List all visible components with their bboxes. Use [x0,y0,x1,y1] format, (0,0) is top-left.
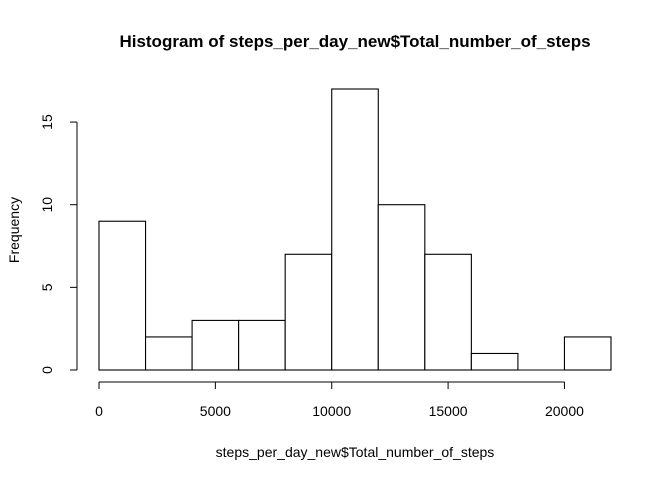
x-axis: 0 5000 10000 15000 20000 [95,381,584,419]
x-tick-label: 10000 [312,403,351,419]
histogram-bar-5 [331,88,379,371]
histogram-bar-2 [191,319,240,371]
histogram-bars [98,88,612,371]
histogram-bar-10 [563,336,612,371]
histogram-bar-1 [144,336,193,371]
y-tick-label: 5 [39,283,55,291]
histogram-bar-8 [470,352,519,371]
x-tick-label: 0 [95,403,103,419]
histogram-bar-3 [238,319,286,371]
y-axis: 0 5 10 15 [39,114,78,374]
y-tick-label: 10 [39,197,55,213]
y-tick-label: 0 [39,366,55,374]
histogram-bar-7 [424,253,472,371]
chart-title: Histogram of steps_per_day_new$Total_num… [119,32,590,51]
x-tick-label: 15000 [429,403,468,419]
histogram-bar-0 [98,220,147,371]
x-tick-label: 20000 [545,403,584,419]
x-tick-label: 5000 [200,403,231,419]
histogram-bar-6 [377,204,426,371]
histogram-bar-4 [284,253,333,371]
y-tick-label: 15 [39,114,55,130]
y-axis-label: Frequency [6,197,22,263]
x-axis-label: steps_per_day_new$Total_number_of_steps [216,444,495,460]
